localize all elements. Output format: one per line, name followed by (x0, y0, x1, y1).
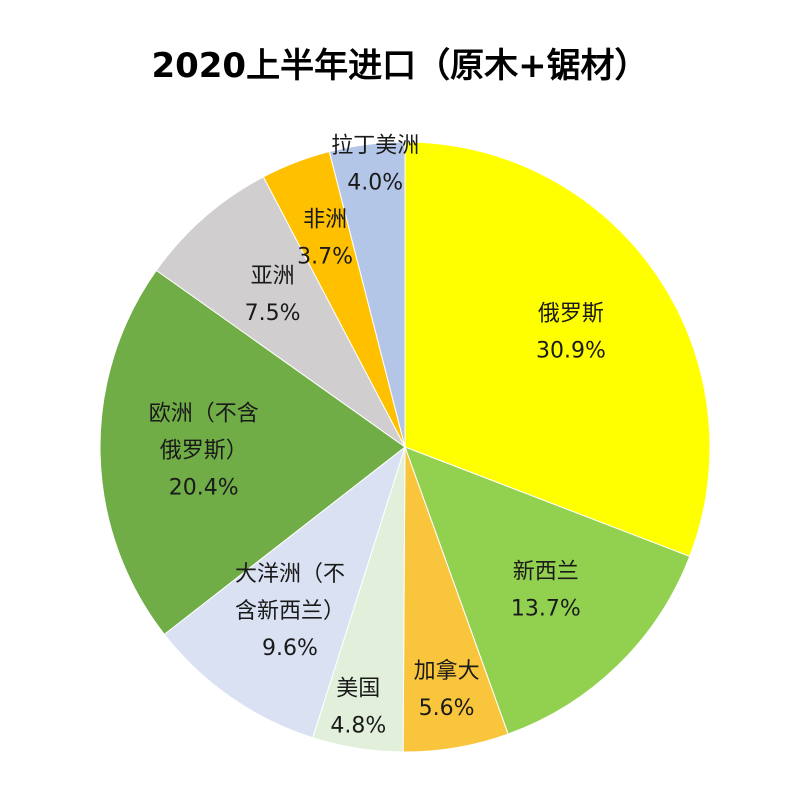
slice-value-label: 7.5% (245, 301, 301, 326)
slice-name-label: 加拿大 (414, 658, 480, 684)
pie-slice (328, 141, 406, 448)
slice-label-group: 美国 4.8% (330, 677, 386, 739)
slice-name-label: 欧洲（不含 (149, 401, 259, 426)
slice-name-label: 美国 (336, 677, 380, 702)
slice-name-label: 非洲 (303, 208, 347, 233)
slice-name-label: 拉丁美洲 (331, 133, 419, 158)
slice-name-label: 大洋洲（不 (235, 562, 345, 587)
slice-value-label: 13.7% (511, 596, 581, 621)
slice-label-group: 加拿大 5.6% (414, 658, 480, 721)
slice-label-group: 非洲 3.7% (297, 208, 353, 270)
pie-slice (404, 446, 691, 735)
slice-name-label: 俄罗斯 (538, 302, 604, 327)
slice-name-label: 新西兰 (513, 559, 579, 584)
slice-label-group: 拉丁美洲 4.0% (331, 133, 419, 195)
pie-slice (404, 141, 711, 558)
slice-value-label: 4.0% (347, 170, 403, 195)
pie-slice (155, 176, 406, 448)
slice-label-group: 亚洲 7.5% (245, 264, 301, 326)
chart-title: 2020上半年进口（原木+锯材） (151, 46, 649, 86)
slice-value-label: 30.9% (536, 339, 606, 364)
slice-value-label: 5.6% (419, 696, 475, 721)
pie-slice (99, 269, 406, 636)
slice-label-group: 新西兰 13.7% (511, 559, 581, 621)
slice-name-label: 俄罗斯） (160, 438, 248, 463)
slice-label-group: 俄罗斯 30.9% (536, 302, 606, 364)
slice-value-label: 3.7% (297, 245, 353, 270)
slice-name-label: 含新西兰） (235, 599, 345, 624)
slice-name-label: 亚洲 (251, 264, 295, 289)
slice-value-label: 20.4% (169, 475, 239, 500)
pie-slice (163, 445, 406, 739)
slice-value-label: 4.8% (330, 714, 386, 739)
slice-value-label: 9.6% (262, 636, 318, 661)
pie-slices (99, 141, 711, 753)
